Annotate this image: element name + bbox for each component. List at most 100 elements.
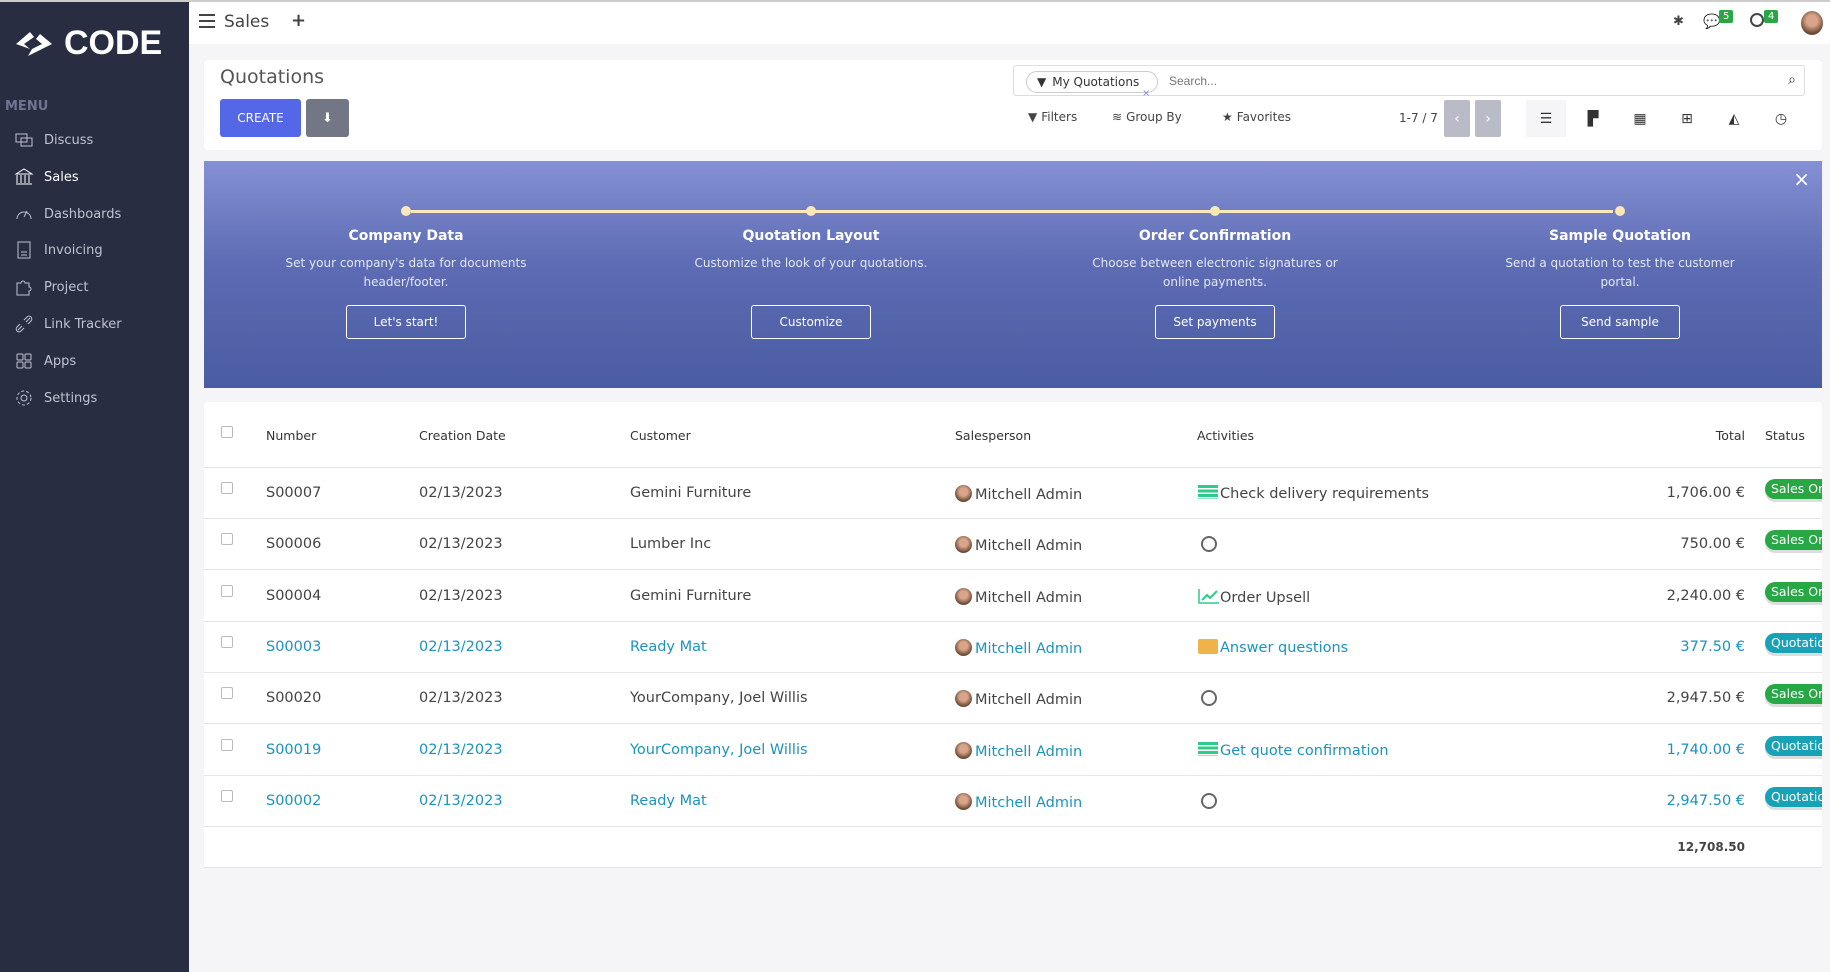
column-header[interactable]: Status [1765, 428, 1805, 443]
create-button[interactable]: CREATE [220, 99, 301, 137]
row-checkbox[interactable] [221, 533, 233, 546]
table-row[interactable]: S00004 02/13/2023 Gemini Furniture Mitch… [204, 571, 1822, 622]
step-button[interactable]: Send sample [1560, 305, 1680, 339]
list-view-button[interactable]: ☰ [1526, 100, 1566, 137]
activities-clock-icon[interactable] [1750, 13, 1764, 27]
messages-chat-icon[interactable]: 💬 [1703, 14, 1721, 30]
filter-icon: ▼ [1037, 75, 1047, 89]
pivot-view-button[interactable]: ⊞ [1667, 100, 1707, 137]
column-header[interactable]: Activities [1197, 428, 1255, 443]
column-header[interactable]: Total [1715, 428, 1745, 443]
hamburger-menu-icon[interactable] [199, 14, 215, 28]
status-badge: Quotation [1765, 632, 1822, 653]
download-button[interactable]: ⬇ [306, 99, 349, 137]
table-row[interactable]: S00003 02/13/2023 Ready Mat Mitchell Adm… [204, 622, 1822, 673]
activity[interactable]: Get quote confirmation [1198, 741, 1389, 759]
menu-heading: MENU [5, 99, 49, 114]
order-number[interactable]: S00006 [266, 536, 322, 553]
select-all-checkbox[interactable] [221, 426, 233, 438]
debug-bug-icon[interactable]: ✱ [1673, 14, 1684, 29]
pager-value[interactable]: 1-7 / 7 [1399, 111, 1438, 125]
order-number[interactable]: S00004 [266, 587, 322, 604]
activity-view-button[interactable]: ◷ [1761, 100, 1801, 137]
quotations-table: Number Creation Date Customer Salesperson Ac… [204, 402, 1822, 868]
group-by-button[interactable]: ≋ Group By [1112, 110, 1182, 124]
row-checkbox[interactable] [221, 789, 233, 802]
kanban-view-button[interactable]: ▛ [1573, 100, 1613, 137]
table-row[interactable]: S00007 02/13/2023 Gemini Furniture Mitch… [204, 468, 1822, 519]
column-header[interactable]: Salesperson [955, 428, 1032, 443]
row-checkbox[interactable] [221, 635, 233, 648]
row-checkbox[interactable] [221, 738, 233, 751]
row-checkbox[interactable] [221, 687, 233, 700]
column-header[interactable]: Number [266, 428, 317, 443]
order-number[interactable]: S00019 [266, 741, 322, 758]
facet-label: My Quotations [1052, 75, 1140, 89]
status-badge: Sales Order [1765, 530, 1822, 551]
step-button[interactable]: Customize [751, 305, 871, 339]
app-title[interactable]: Sales [224, 12, 270, 32]
table-row[interactable]: S00002 02/13/2023 Ready Mat Mitchell Adm… [204, 776, 1822, 827]
activity[interactable]: Check delivery requirements [1198, 485, 1429, 502]
remove-facet-close-icon[interactable]: × [1142, 88, 1151, 99]
order-number[interactable]: S00020 [266, 690, 322, 707]
sidebar-item-apps[interactable]: Apps [14, 349, 76, 373]
order-number[interactable]: S00002 [266, 792, 322, 809]
creation-date: 02/13/2023 [419, 587, 503, 604]
customer: YourCompany, Joel Willis [630, 690, 808, 707]
activity[interactable] [1198, 690, 1217, 707]
order-number[interactable]: S00007 [266, 485, 322, 501]
activity[interactable] [1198, 792, 1217, 810]
user-avatar[interactable] [1801, 11, 1823, 35]
sidebar-item-settings[interactable]: Settings [14, 386, 97, 410]
activity[interactable]: Order Upsell [1198, 588, 1310, 606]
sidebar-item-discuss[interactable]: Discuss [14, 128, 93, 152]
pager-next-button[interactable]: › [1475, 100, 1501, 137]
activity[interactable] [1198, 536, 1217, 553]
salesperson-avatar [955, 485, 972, 502]
search-icon[interactable]: ⌕ [1788, 72, 1796, 88]
step-button[interactable]: Let's start! [346, 305, 466, 339]
search-input[interactable] [1169, 71, 1729, 91]
salesperson: Mitchell Admin [955, 792, 1082, 811]
search-facet[interactable]: ▼ My Quotations [1026, 71, 1159, 93]
step-dot [401, 206, 411, 216]
table-row[interactable]: S00006 02/13/2023 Lumber Inc Mitchell Ad… [204, 519, 1822, 571]
order-number[interactable]: S00003 [266, 638, 322, 655]
close-banner-close-icon[interactable]: × [1793, 167, 1810, 191]
gauge-icon [16, 210, 32, 220]
step-dot [1615, 206, 1625, 216]
customer: Gemini Furniture [630, 485, 752, 501]
sidebar-item-dashboards[interactable]: Dashboards [14, 202, 121, 226]
row-checkbox[interactable] [221, 482, 233, 494]
column-header[interactable]: Creation Date [419, 428, 506, 443]
filters-button[interactable]: ▼ Filters [1028, 110, 1077, 124]
table-row[interactable]: S00020 02/13/2023 YourCompany, Joel Will… [204, 673, 1822, 725]
graph-view-button[interactable]: ◭ [1714, 100, 1754, 137]
pager-previous-button[interactable]: ‹ [1444, 100, 1470, 137]
chevron-right-icon: › [1485, 110, 1491, 127]
total: 2,947.50 € [1666, 690, 1745, 707]
activity[interactable]: Answer questions [1198, 638, 1348, 656]
sidebar-item-link-tracker[interactable]: Link Tracker [14, 312, 122, 336]
row-checkbox[interactable] [221, 584, 233, 597]
grid-icon [16, 353, 32, 369]
status-badge: Quotation [1765, 735, 1822, 756]
area-chart-icon: ◭ [1728, 110, 1740, 127]
favorites-button[interactable]: ★ Favorites [1222, 110, 1291, 124]
step-button[interactable]: Set payments [1155, 305, 1275, 339]
brand-logo[interactable]: CODE [14, 24, 162, 63]
step-description: Send a quotation to test the customer po… [1505, 256, 1735, 289]
creation-date: 02/13/2023 [419, 690, 503, 707]
group-by-label: Group By [1126, 110, 1182, 124]
table-row[interactable]: S00019 02/13/2023 YourCompany, Joel Will… [204, 725, 1822, 776]
create-label: CREATE [237, 111, 284, 125]
column-header[interactable]: Customer [630, 428, 691, 443]
new-tab-plus-icon[interactable]: + [291, 10, 307, 31]
salesperson: Mitchell Admin [955, 485, 1082, 503]
sidebar-item-project[interactable]: Project [14, 275, 88, 299]
status-badge: Quotation [1765, 786, 1822, 807]
sidebar-item-sales[interactable]: Sales [14, 165, 79, 189]
calendar-view-button[interactable]: ▦ [1620, 100, 1660, 137]
sidebar-item-invoicing[interactable]: Invoicing [14, 238, 103, 262]
